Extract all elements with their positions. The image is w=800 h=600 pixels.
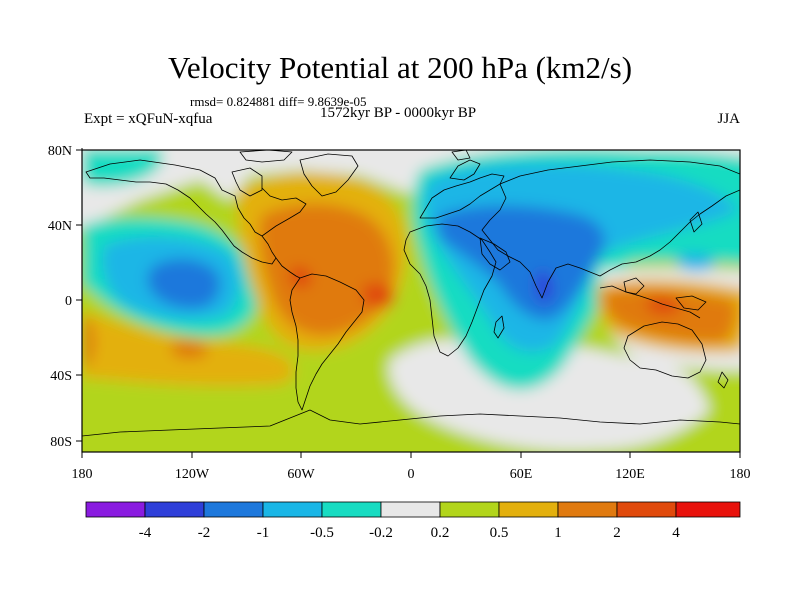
x-label-180e: 180 [730, 467, 751, 482]
experiment-label: Expt = xQFuN-xqfua [84, 111, 213, 127]
x-label-60e: 60E [510, 467, 533, 482]
coastlines [82, 150, 740, 437]
statistics-label: rmsd= 0.824881 diff= 9.8639e-05 [190, 94, 367, 109]
colorbar-segment-9 [557, 501, 618, 518]
colorbar-label-neg4: -4 [139, 525, 152, 541]
coastline-south-america [289, 273, 365, 411]
period-label: 1572kyr BP - 0000kyr BP [320, 105, 477, 121]
colorbar-segment-7 [439, 501, 500, 518]
chart-title: Velocity Potential at 200 hPa (km2/s) [167, 50, 633, 85]
coastline-africa [403, 223, 497, 357]
y-label-40n: 40N [48, 219, 72, 234]
colorbar-label-02: 0.2 [431, 525, 450, 541]
x-label-60w: 60W [287, 467, 315, 482]
colorbar-label-1: 1 [554, 525, 562, 541]
coastline-arctic-islands [239, 150, 293, 163]
colorbar-label-neg02: -0.2 [369, 525, 393, 541]
colorbar-segment-2 [144, 501, 205, 518]
field-neutral-north [82, 150, 740, 229]
colorbar-label-neg1: -1 [257, 525, 270, 541]
field-neutral-south [389, 339, 710, 451]
coastline-new-zealand [717, 371, 729, 389]
coastline-arabia [479, 237, 511, 271]
colorbar [85, 501, 741, 518]
axis-ticks [76, 148, 741, 458]
coastline-maritime-continent [599, 285, 701, 319]
field-pos2-caribbean [289, 266, 312, 288]
y-label-0: 0 [65, 294, 72, 309]
coastline-central-america [275, 257, 301, 279]
field-neg4-india [535, 270, 553, 303]
x-label-120w: 120W [175, 467, 210, 482]
coastline-madagascar [493, 315, 505, 339]
coastline-svalbard [451, 150, 471, 161]
colorbar-segment-10 [616, 501, 677, 518]
colorbar-segment-1 [85, 501, 146, 518]
field-pos1-atlantic [259, 203, 394, 336]
coastline-north-america [85, 159, 277, 265]
colorbar-segment-5 [321, 501, 382, 518]
colorbar-segment-3 [203, 501, 264, 518]
colorbar-label-neg2: -2 [198, 525, 211, 541]
coastline-asia [481, 159, 740, 299]
coastline-japan [689, 211, 703, 233]
contour-field [82, 150, 740, 452]
field-neg1-west-pacific [676, 252, 715, 272]
coastline-hudson [231, 167, 263, 197]
x-label-180w: 180 [72, 467, 93, 482]
field-pos1-south-pacific [170, 340, 208, 359]
coastline-east-coast-na [261, 187, 307, 237]
colorbar-label-neg05: -0.5 [310, 525, 334, 541]
colorbar-segment-4 [262, 501, 323, 518]
field-neg05-north-pacific [82, 150, 163, 187]
y-label-80s: 80S [50, 435, 72, 450]
coastline-europe [419, 173, 505, 219]
coastline-scandinavia [449, 159, 481, 181]
colorbar-label-2: 2 [613, 525, 621, 541]
coastline-borneo [623, 277, 645, 295]
y-label-80n: 80N [48, 144, 72, 159]
colorbar-segment-8 [498, 501, 559, 518]
coastline-antarctica [82, 409, 740, 437]
x-label-120e: 120E [615, 467, 645, 482]
season-label: JJA [717, 111, 740, 127]
colorbar-label-4: 4 [672, 525, 680, 541]
coastline-new-guinea [675, 295, 707, 311]
field-pos2-equatorial-atlantic [362, 283, 396, 308]
y-label-40s: 40S [50, 369, 72, 384]
coastline-australia [623, 321, 707, 379]
field-pos1-maritime [603, 288, 737, 343]
field-neg2-west [147, 258, 221, 309]
colorbar-label-05: 0.5 [490, 525, 509, 541]
coastline-greenland [299, 153, 359, 197]
x-label-0: 0 [408, 467, 415, 482]
colorbar-segment-11 [675, 501, 741, 518]
colorbar-segment-6 [380, 501, 441, 518]
field-pos1-western-edge [82, 315, 95, 368]
